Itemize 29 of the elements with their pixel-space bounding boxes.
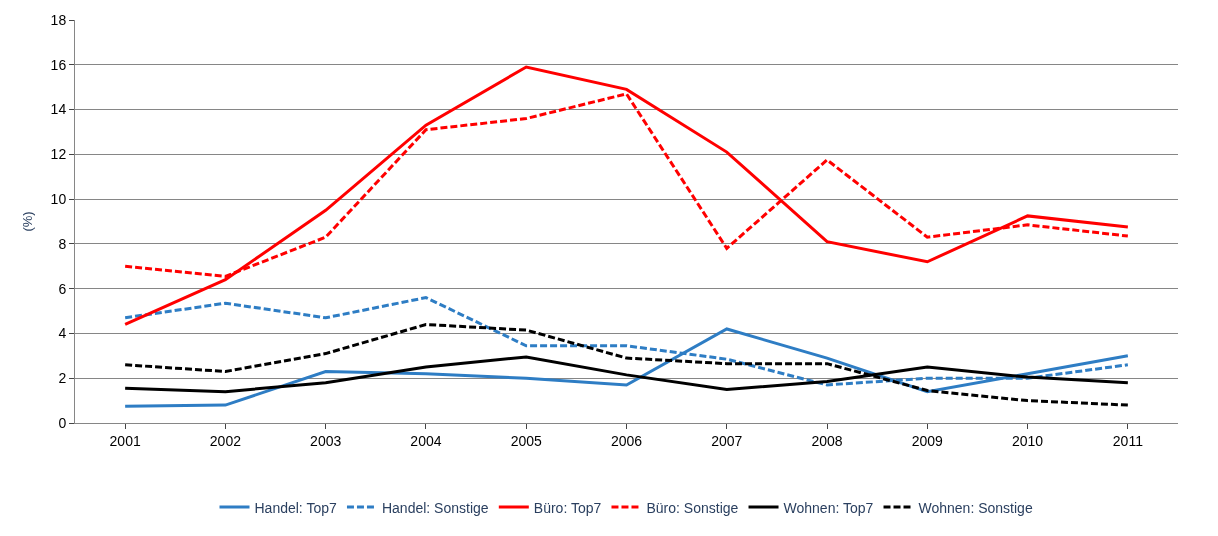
y-tick-label: 16 — [50, 56, 67, 73]
y-tick-label: 4 — [58, 325, 67, 342]
x-tick-label: 2008 — [811, 432, 843, 449]
legend-label: Wohnen: Top7 — [783, 499, 874, 516]
y-tick-label: 10 — [50, 191, 67, 208]
y-tick-label: 12 — [50, 146, 67, 163]
x-tick-label: 2006 — [610, 432, 643, 449]
x-tick-label: 2005 — [510, 432, 543, 449]
x-tick-label: 2001 — [109, 432, 141, 449]
legend-label: Wohnen: Sonstige — [918, 499, 1033, 516]
legend-label: Handel: Sonstige — [381, 499, 489, 516]
x-tick-label: 2011 — [1112, 432, 1144, 449]
legend-label: Handel: Top7 — [254, 499, 337, 516]
y-tick-label: 6 — [58, 280, 67, 297]
y-tick-label: 18 — [50, 11, 67, 28]
x-tick-label: 2010 — [1012, 432, 1044, 449]
y-tick-label: 8 — [58, 235, 67, 252]
legend-label: Büro: Top7 — [533, 499, 602, 516]
x-tick-label: 2003 — [310, 432, 342, 449]
legend-label: Büro: Sonstige — [646, 499, 739, 516]
y-tick-label: 0 — [58, 414, 67, 431]
line-series — [123, 65, 1130, 326]
x-tick-label: 2002 — [209, 432, 242, 449]
y-tick-label: 2 — [58, 370, 67, 387]
x-tick-label: 2009 — [911, 432, 944, 449]
y-axis-title: (%) — [19, 211, 35, 232]
x-tick-label: 2004 — [410, 432, 442, 449]
y-tick-label: 14 — [50, 101, 67, 118]
x-tick-label: 2007 — [711, 432, 743, 449]
